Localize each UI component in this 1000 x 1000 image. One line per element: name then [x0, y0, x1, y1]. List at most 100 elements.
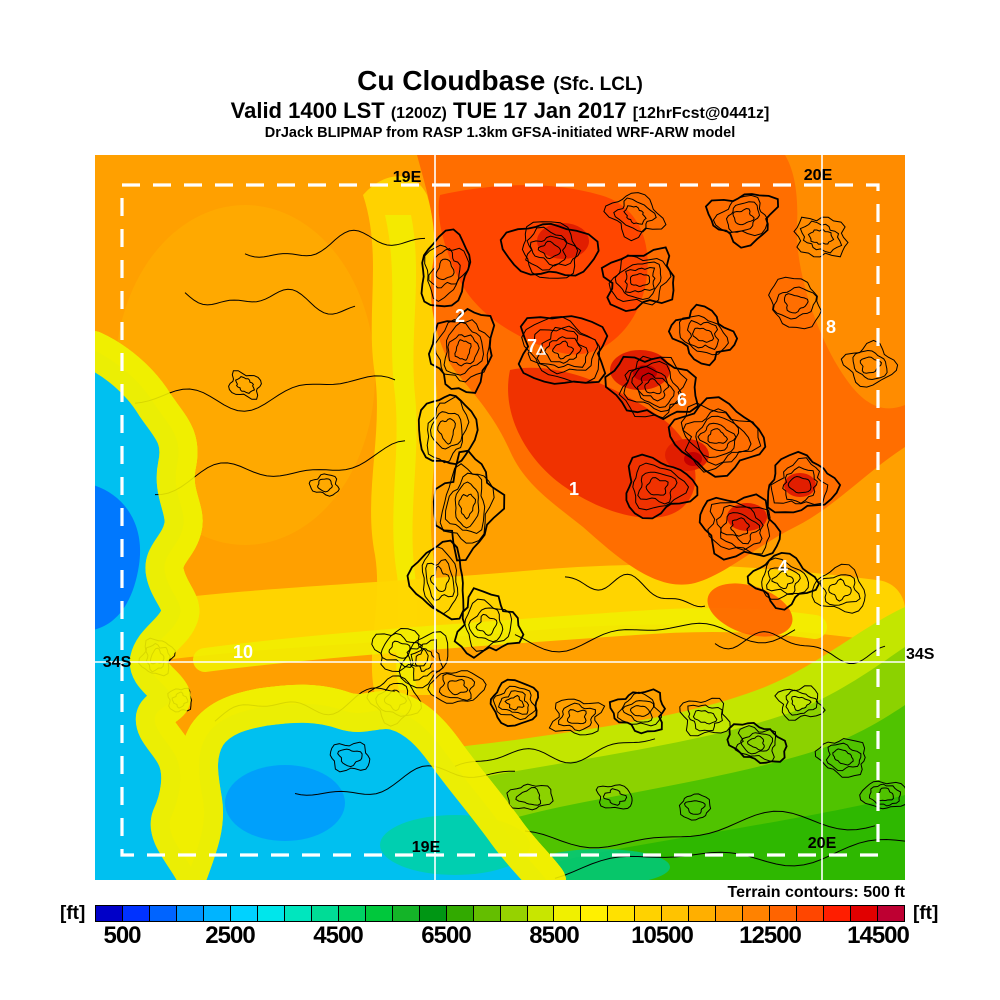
ocean-deep-blob — [93, 485, 141, 630]
contour-line — [608, 254, 672, 306]
contour-line — [424, 244, 470, 302]
model-source-line: DrJack BLIPMAP from RASP 1.3km GFSA-init… — [264, 124, 736, 141]
contour-line — [454, 738, 656, 767]
colorbar-segment — [797, 906, 825, 921]
contour-line — [154, 440, 406, 496]
colorbar-segment — [770, 906, 798, 921]
contour-line — [715, 504, 764, 551]
terrain-contours — [134, 192, 910, 879]
contour-line — [697, 422, 737, 452]
contour-line — [692, 709, 718, 725]
colorbar-segment — [554, 906, 582, 921]
colorbar-tick-label: 500 — [103, 922, 141, 949]
colorbar-segment — [176, 906, 204, 921]
grid-label-19e: 19E — [412, 839, 441, 856]
contour-line — [429, 411, 463, 450]
contour-line — [667, 396, 767, 478]
graticule — [95, 155, 905, 880]
contour-line — [558, 702, 596, 732]
contour-line — [475, 613, 498, 636]
contour-line — [621, 700, 655, 723]
contour-line — [371, 627, 429, 673]
colorbar-segment — [851, 906, 879, 921]
colorbar-segment — [581, 906, 609, 921]
grid-label-20e: 20E — [808, 835, 837, 852]
site-marker-7: 7 — [527, 336, 537, 356]
contour-line — [687, 704, 723, 732]
contour-line — [726, 721, 788, 765]
contour-line — [427, 670, 487, 704]
contour-line — [734, 725, 776, 763]
lat-label-right: 34S — [906, 646, 935, 663]
contour-line — [868, 783, 902, 807]
contour-line — [637, 471, 678, 505]
contour-line — [667, 303, 739, 367]
contour-line — [600, 246, 675, 313]
map-canvas: 19E 20E 19E 20E 34S 1 2 4 6 7 8 10 — [74, 155, 910, 912]
contour-line — [766, 567, 801, 595]
contour-line — [438, 673, 476, 701]
contour-line — [521, 221, 579, 279]
contour-line — [811, 563, 866, 614]
contour-line — [244, 229, 426, 258]
contour-line — [425, 559, 455, 601]
contour-line — [832, 748, 854, 766]
contour-line — [492, 685, 537, 721]
contour-line — [787, 475, 812, 494]
unit-label-right: [ft] — [913, 903, 939, 924]
contour-line — [617, 691, 662, 727]
colorbar-tick-label: 8500 — [529, 922, 579, 949]
contour-line — [686, 319, 720, 351]
title-block: Cu Cloudbase (Sfc. LCL) Valid 1400 LST (… — [0, 65, 1000, 142]
contour-line — [774, 685, 826, 721]
colorbar-segment — [203, 906, 231, 921]
contour-line — [859, 780, 910, 810]
contour-line — [435, 258, 455, 281]
contour-line — [807, 229, 835, 245]
contour-line — [691, 327, 715, 343]
bay-deep-blob — [225, 765, 345, 841]
contour-line — [388, 640, 411, 659]
colorbar-segment — [743, 906, 771, 921]
site-marker-8: 8 — [826, 317, 836, 337]
contour-line — [228, 370, 262, 400]
contour-line — [602, 788, 628, 806]
colorbar-segment — [230, 906, 258, 921]
contour-line — [618, 355, 688, 419]
contour-line — [317, 478, 333, 493]
contour-line — [720, 512, 761, 545]
colorbar-segment — [662, 906, 690, 921]
contour-line — [772, 286, 818, 320]
grid-label-20e: 20E — [804, 167, 833, 184]
contour-line — [437, 418, 456, 445]
contour-line — [498, 690, 530, 715]
contour-line — [134, 375, 396, 412]
contour-line — [629, 705, 651, 717]
contour-line — [603, 192, 667, 242]
contour-line — [725, 201, 761, 233]
contour-line — [608, 688, 667, 735]
valid-time-line: Valid 1400 LST (1200Z) TUE 17 Jan 2017 [… — [0, 98, 1000, 123]
site-marker-10: 10 — [233, 642, 253, 662]
colorbar-segment — [716, 906, 744, 921]
contour-line — [712, 194, 769, 237]
contour-line — [746, 735, 765, 751]
grid-label-19e: 19E — [393, 169, 422, 186]
colorbar-segment — [311, 906, 339, 921]
contour-line — [595, 784, 633, 810]
contour-line — [770, 457, 829, 506]
contour-line — [614, 261, 662, 301]
contour-line — [453, 587, 525, 659]
contour-line — [432, 449, 506, 562]
colorbar-tick-label: 12500 — [739, 922, 802, 949]
colorbar-segment — [122, 906, 150, 921]
contour-line — [761, 557, 810, 600]
hot-tongue — [707, 583, 793, 637]
contour-line — [625, 453, 699, 520]
contour-line — [566, 709, 587, 725]
colorbar-segment — [446, 906, 474, 921]
hot-region-inner2 — [508, 367, 696, 518]
page-title: Cu Cloudbase (Sfc. LCL) — [0, 65, 1000, 97]
contour-line — [544, 336, 582, 364]
site-marker-6: 6 — [677, 390, 687, 410]
